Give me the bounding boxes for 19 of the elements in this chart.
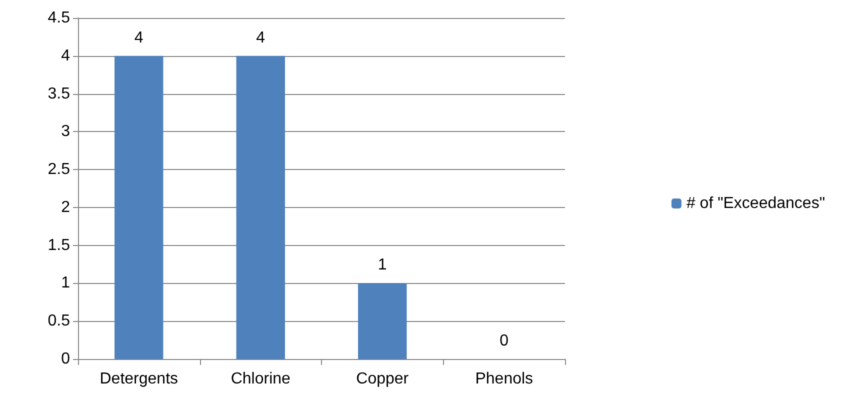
y-tick-label: 3 <box>61 123 70 140</box>
y-tick-label: 0.5 <box>48 312 70 330</box>
x-tick-label: Chlorine <box>230 370 291 388</box>
y-tick-label: 2 <box>61 198 70 216</box>
data-label: 1 <box>378 256 387 274</box>
data-label: 4 <box>256 29 266 46</box>
y-tick-label: 3.5 <box>48 85 70 102</box>
y-tick-label: 4 <box>61 47 70 64</box>
y-tick-label: 2.5 <box>48 161 70 178</box>
legend-label: # of "Exceedances" <box>686 195 826 212</box>
y-tick-label: 4.5 <box>48 10 70 26</box>
data-label: 0 <box>500 332 509 350</box>
x-tick-label: Copper <box>356 370 410 388</box>
x-tick-label: Detergents <box>100 370 178 388</box>
y-tick-label: 1 <box>61 274 70 292</box>
y-tick-label: 1.5 <box>48 236 70 254</box>
x-tick-label: Phenols <box>475 370 534 388</box>
data-label: 4 <box>134 29 144 46</box>
y-tick-label: 0 <box>61 350 70 368</box>
